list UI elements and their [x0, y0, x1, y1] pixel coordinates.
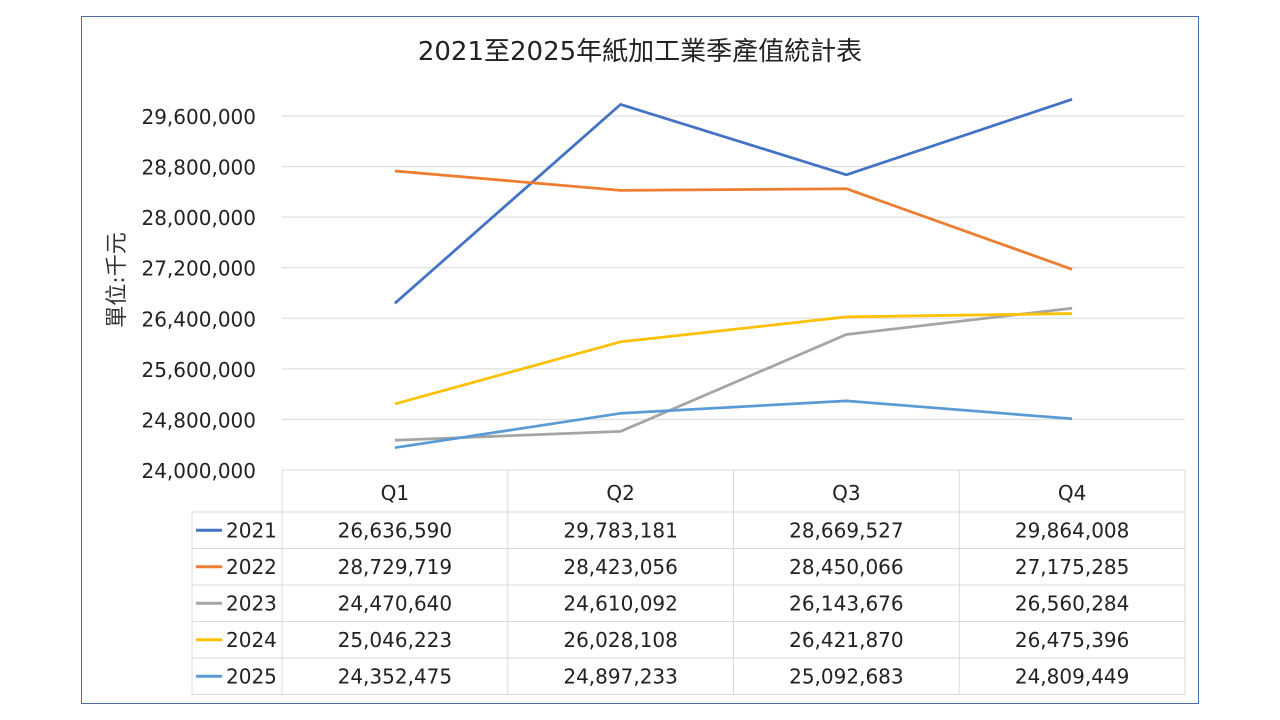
data-value-label: 28,669,527 — [789, 518, 904, 542]
data-value-label: 26,636,590 — [338, 518, 453, 542]
series-name: 2025 — [226, 664, 277, 688]
series-line-2023 — [394, 306, 1073, 442]
data-value-label: 27,175,285 — [1015, 555, 1130, 579]
series-name: 2022 — [226, 555, 277, 579]
series-name: 2023 — [226, 591, 277, 615]
data-value-label: 24,897,233 — [563, 664, 678, 688]
series-lines — [393, 97, 1073, 450]
data-value-label: 28,423,056 — [563, 555, 678, 579]
data-value-label: 25,092,683 — [789, 664, 904, 688]
series-line-2025 — [394, 399, 1073, 450]
category-label: Q1 — [381, 481, 409, 505]
y-tick-label: 24,800,000 — [141, 408, 256, 432]
data-value-label: 26,421,870 — [789, 628, 904, 652]
y-tick-label: 25,600,000 — [141, 358, 256, 382]
gridlines — [282, 115, 1185, 420]
series-line-2021 — [393, 97, 1073, 305]
y-tick-label: 28,000,000 — [141, 206, 256, 230]
y-axis-label: 單位:千元 — [105, 232, 130, 327]
data-value-label: 28,729,719 — [338, 555, 453, 579]
y-tick-label: 28,800,000 — [141, 156, 256, 180]
data-value-label: 24,610,092 — [563, 591, 678, 615]
series-line-2022 — [394, 169, 1073, 271]
y-tick-label: 27,200,000 — [141, 257, 256, 281]
y-tick-label: 26,400,000 — [141, 307, 256, 331]
category-label: Q2 — [606, 481, 634, 505]
data-table: Q1 Q2 Q3 Q4 2021 26,636,590 29,783,181 28,669,5… — [191, 469, 1186, 695]
y-tick-label: 24,000,000 — [141, 459, 256, 483]
data-value-label: 24,809,449 — [1015, 664, 1130, 688]
data-value-label: 24,470,640 — [338, 591, 453, 615]
category-label: Q4 — [1058, 481, 1086, 505]
category-label: Q3 — [832, 481, 860, 505]
data-value-label: 25,046,223 — [338, 628, 453, 652]
y-tick-labels: 24,000,000 24,800,000 25,600,000 26,400,000… — [141, 105, 256, 483]
data-value-label: 26,475,396 — [1015, 628, 1130, 652]
data-value-label: 26,560,284 — [1015, 591, 1130, 615]
data-value-label: 29,783,181 — [563, 518, 678, 542]
y-tick-label: 29,600,000 — [141, 105, 256, 129]
chart-title: 2021至2025年紙加工業季產值統計表 — [418, 37, 862, 67]
series-line-2024 — [394, 312, 1073, 406]
data-value-label: 26,028,108 — [563, 628, 678, 652]
series-name: 2024 — [226, 628, 277, 652]
chart-frame — [81, 16, 1199, 704]
data-value-label: 24,352,475 — [338, 664, 453, 688]
data-value-label: 29,864,008 — [1015, 518, 1130, 542]
series-name: 2021 — [226, 518, 277, 542]
data-value-label: 26,143,676 — [789, 591, 904, 615]
data-value-label: 28,450,066 — [789, 555, 904, 579]
